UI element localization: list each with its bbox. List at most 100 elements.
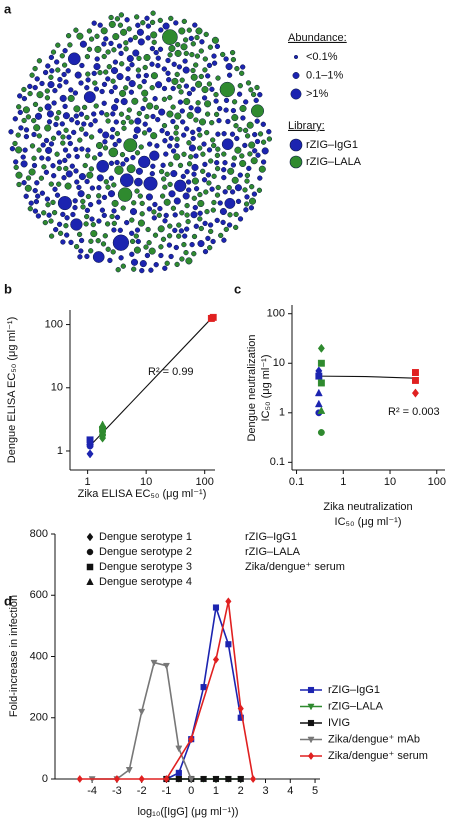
marker: [307, 703, 315, 711]
clone-bubble: [197, 132, 203, 138]
clone-bubble: [229, 131, 236, 137]
clone-bubble: [46, 212, 52, 218]
clone-bubble: [215, 131, 221, 137]
clone-bubble: [84, 114, 90, 121]
clone-bubble: [74, 179, 80, 185]
y-tick-label: 1: [279, 407, 285, 419]
clone-bubble: [158, 27, 164, 33]
series-line: [166, 607, 242, 780]
data-point: [175, 769, 182, 776]
clone-bubble: [185, 257, 193, 265]
clone-bubble: [223, 56, 229, 62]
clone-bubble: [157, 17, 163, 24]
clone-bubble: [135, 238, 141, 245]
clone-bubble: [166, 110, 174, 118]
clone-bubble: [167, 143, 173, 149]
clone-bubble: [152, 201, 158, 208]
clone-bubble: [36, 58, 43, 64]
clone-bubble: [125, 75, 131, 82]
clone-bubble: [164, 171, 170, 177]
clone-bubble: [202, 248, 209, 255]
data-point: [314, 388, 323, 397]
clone-bubble: [22, 106, 30, 114]
clone-bubble: [213, 91, 219, 98]
clone-bubble: [200, 151, 206, 157]
clone-bubble: [170, 85, 176, 92]
clone-bubble: [44, 196, 51, 202]
x-tick-label: 4: [287, 785, 293, 797]
clone-bubble: [141, 130, 148, 136]
clone-bubble: [73, 168, 79, 174]
clone-bubble: [21, 95, 28, 102]
clone-bubble: [86, 171, 94, 179]
clone-bubble: [249, 184, 255, 190]
clone-bubble: [162, 218, 168, 224]
clone-bubble: [99, 110, 105, 116]
clone-bubble: [145, 226, 151, 233]
clone-bubble: [60, 239, 66, 245]
clone-bubble: [149, 85, 155, 91]
clone-bubble: [200, 168, 206, 174]
data-point: [225, 641, 232, 648]
clone-bubble: [108, 14, 114, 21]
clone-bubble: [45, 202, 51, 208]
clone-bubble: [165, 70, 171, 76]
clone-bubble: [202, 220, 208, 227]
clone-bubble: [208, 158, 214, 164]
clone-bubble: [189, 51, 195, 58]
clone-bubble: [173, 20, 179, 26]
x-axis-label: log₁₀([IgG] (μg ml⁻¹)): [137, 806, 238, 818]
clone-bubble: [250, 157, 258, 165]
clone-bubble: [45, 156, 51, 162]
clone-bubble: [239, 70, 245, 76]
clone-bubble: [150, 113, 156, 120]
clone-bubble: [123, 40, 129, 46]
clone-bubble: [48, 181, 54, 187]
clone-bubble: [177, 162, 184, 169]
clone-bubble: [247, 151, 253, 157]
y-tick-label: 100: [45, 318, 63, 330]
clone-bubble: [226, 72, 233, 78]
clone-bubble: [45, 63, 51, 69]
clone-bubble: [106, 64, 112, 70]
clone-bubble: [230, 162, 237, 168]
clone-bubble: [110, 111, 116, 117]
clone-bubble: [69, 117, 75, 123]
clone-bubble: [164, 130, 171, 137]
clone-bubble: [57, 230, 64, 236]
clone-bubble: [41, 210, 47, 216]
clone-cloud: [8, 10, 273, 274]
y-tick-label: 0: [42, 773, 48, 785]
legend-label: rZIG–LALA: [306, 156, 362, 168]
clone-bubble: [91, 70, 97, 77]
clone-bubble: [90, 221, 96, 228]
clone-bubble: [176, 64, 183, 70]
clone-bubble: [20, 154, 26, 160]
data-point: [317, 406, 326, 414]
clone-bubble: [116, 138, 122, 144]
clone-bubble: [188, 105, 194, 111]
clone-bubble: [92, 118, 98, 124]
clone-bubble: [154, 143, 160, 149]
clone-bubble: [203, 189, 209, 195]
clone-bubble: [96, 193, 102, 199]
clone-bubble: [179, 108, 185, 114]
clone-bubble: [97, 151, 103, 157]
legend-swatch: [289, 138, 303, 152]
clone-bubble: [99, 207, 106, 213]
y-tick-label: 1: [57, 445, 63, 457]
clone-bubble: [114, 16, 121, 22]
clone-bubble: [91, 20, 97, 26]
clone-bubble: [87, 201, 94, 208]
clone-bubble: [174, 261, 180, 268]
clone-bubble: [108, 175, 115, 181]
clone-bubble: [174, 71, 180, 78]
clone-bubble: [21, 117, 27, 124]
x-tick-label: -2: [137, 785, 147, 797]
clone-bubble: [48, 54, 55, 61]
clone-bubble: [184, 212, 190, 218]
data-point: [162, 662, 170, 670]
clone-bubble: [207, 222, 214, 228]
clone-bubble: [72, 204, 78, 211]
clone-bubble: [73, 146, 79, 153]
